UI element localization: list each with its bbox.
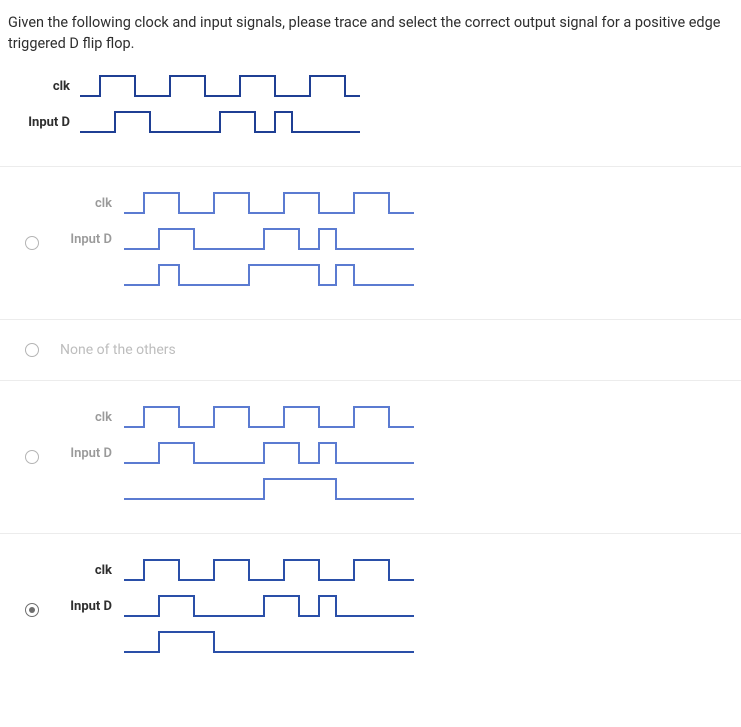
option-B-body: None of the others [56,342,733,358]
question-text: Given the following clock and input sign… [0,0,741,72]
ref-clk-row: clk [8,72,733,100]
option-A-radio[interactable] [25,236,39,250]
options-list: clkInput DNone of the othersclkInput Dcl… [0,166,741,686]
option-B-radio[interactable] [25,343,39,357]
option-C-row-1-wave [124,439,424,467]
option-A-row-1-wave [124,225,424,253]
option-D-row-2 [56,628,733,656]
option-A-row-2 [56,261,733,289]
option-A-row-0-wave [124,189,424,217]
option-C-radio[interactable] [25,450,39,464]
option-D-row-1-label: Input D [56,599,124,614]
option-A[interactable]: clk Input D [0,166,741,319]
reference-signals: clk Input D [0,72,741,166]
option-C-row-0-wave [124,403,424,431]
option-D-body: clk Input D [56,556,733,664]
option-C-row-2-wave [124,475,424,503]
option-D-row-0-label: clk [56,563,124,578]
option-A-row-2-wave [124,261,424,289]
option-A-radio-col [8,236,56,250]
option-D-radio-col [8,603,56,617]
option-C[interactable]: clk Input D [0,380,741,533]
option-B-radio-col [8,343,56,357]
option-D-row-0: clk [56,556,733,584]
option-C-radio-col [8,450,56,464]
option-D-row-1: Input D [56,592,733,620]
ref-clk-wave [80,72,360,100]
option-D-row-2-wave [124,628,424,656]
ref-input-label: Input D [8,115,80,130]
ref-input-wave [80,108,360,136]
option-D-radio[interactable] [25,603,39,617]
option-A-row-1: Input D [56,225,733,253]
option-D-row-0-wave [124,556,424,584]
option-A-body: clk Input D [56,189,733,297]
option-C-row-2 [56,475,733,503]
option-D[interactable]: clk Input D [0,533,741,686]
option-D-row-1-wave [124,592,424,620]
ref-clk-label: clk [8,79,80,94]
option-C-row-0-label: clk [56,410,124,425]
option-A-row-0: clk [56,189,733,217]
option-C-row-0: clk [56,403,733,431]
ref-input-row: Input D [8,108,733,136]
option-C-row-1-label: Input D [56,446,124,461]
option-C-row-1: Input D [56,439,733,467]
option-C-body: clk Input D [56,403,733,511]
option-A-row-1-label: Input D [56,232,124,247]
option-A-row-0-label: clk [56,196,124,211]
option-B[interactable]: None of the others [0,319,741,380]
